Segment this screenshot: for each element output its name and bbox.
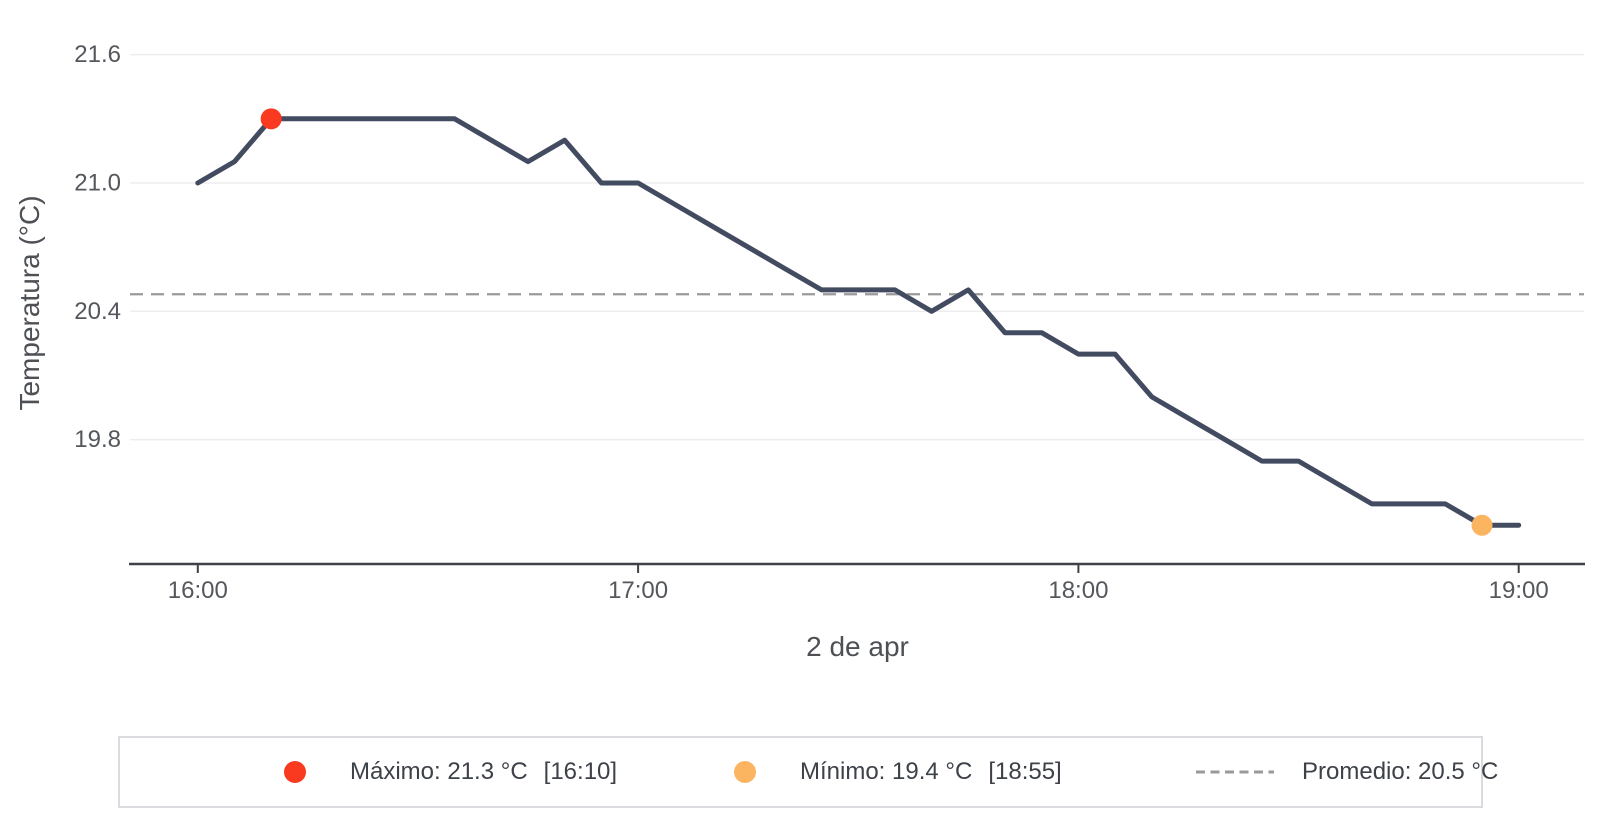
min-point-marker [1471,514,1493,536]
temperature-line [195,116,1522,528]
legend-avg-label: Promedio: 20.5 °C [1302,758,1499,785]
legend-max-label: Máximo: 21.3 °C [350,758,528,785]
legend-min-label: Mínimo: 19.4 °C [800,758,973,785]
x-tick-label: 16:00 [168,577,228,604]
max-point-marker [260,108,282,130]
plot-area: 21.6 21.0 20.4 19.8 16:00 17:00 18:00 19:00 [74,41,1585,604]
y-tick-label: 19.8 [74,426,121,453]
legend: Máximo: 21.3 °C [16:10] Mínimo: 19.4 °C [1… [118,736,1498,808]
max-marker-icon [284,761,306,783]
legend-min-text: Mínimo: 19.4 °C [18:55] [800,758,1062,786]
y-tick-label: 21.0 [74,170,121,197]
legend-item-max: Máximo: 21.3 °C [16:10] [284,738,617,806]
x-tick-label: 19:00 [1489,577,1549,604]
legend-min-time: [18:55] [988,758,1062,785]
legend-max-text: Máximo: 21.3 °C [16:10] [350,758,617,786]
legend-max-time: [16:10] [543,758,618,785]
y-tick-label: 20.4 [74,298,121,325]
legend-item-average: Promedio: 20.5 °C [1196,738,1498,806]
y-axis-title: Temperatura (°C) [14,195,45,411]
legend-item-min: Mínimo: 19.4 °C [18:55] [734,738,1062,806]
x-axis-title: 2 de apr [806,631,909,662]
average-dash-icon [1196,770,1274,774]
min-marker-icon [734,761,756,783]
y-tick-label: 21.6 [74,41,121,68]
x-tick-label: 17:00 [608,577,668,604]
x-tick-label: 18:00 [1048,577,1108,604]
